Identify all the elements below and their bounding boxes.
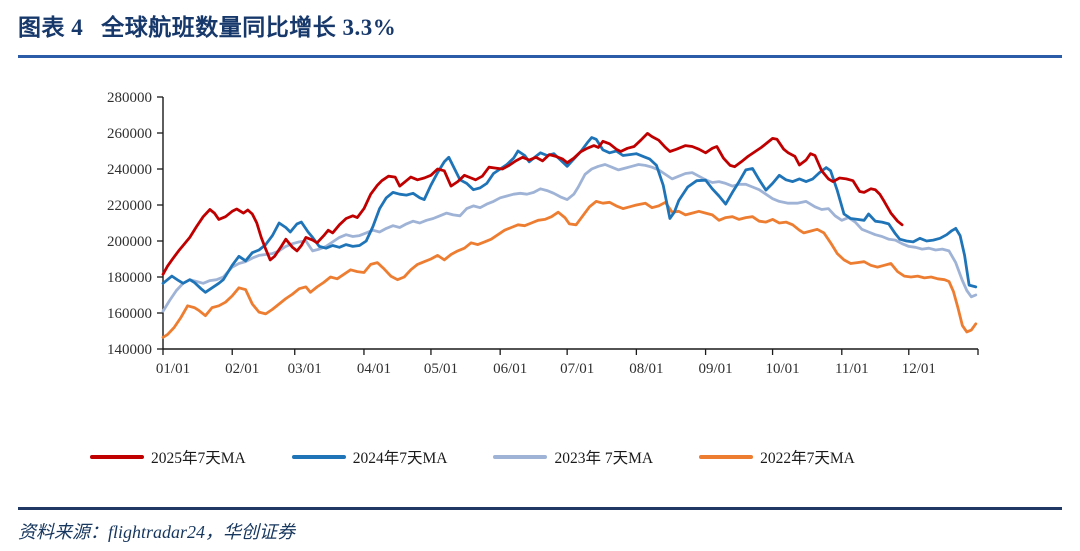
legend-item-2023: 2023年 7天MA xyxy=(493,446,653,468)
y-axis-tick-label: 240000 xyxy=(107,162,152,178)
series-line-2024 xyxy=(161,136,978,294)
x-axis-tick-label: 02/01 xyxy=(225,361,259,377)
legend-label-2024: 2024年7天MA xyxy=(352,450,448,467)
line-chart: 280000 260000 240000 220000 200000 180000 1600… xyxy=(107,90,979,377)
x-axis-tick-label: 01/01 xyxy=(156,361,190,377)
figure-number-label: 图表 4 xyxy=(18,15,84,40)
y-axis-tick-label: 220000 xyxy=(107,198,152,214)
x-axis-tick-label: 03/01 xyxy=(288,361,322,377)
x-axis-tick-label: 11/01 xyxy=(835,361,869,377)
x-axis-tick-label: 10/01 xyxy=(765,361,799,377)
footer-divider xyxy=(18,507,1062,510)
legend-item-2024: 2024年7天MA xyxy=(291,446,448,468)
x-axis-tick-label: 04/01 xyxy=(357,361,391,377)
y-axis-tick-label: 160000 xyxy=(107,306,152,322)
legend-swatch-2023 xyxy=(493,454,548,460)
y-axis-tick-label: 280000 xyxy=(107,90,152,106)
x-axis-tick-label: 12/01 xyxy=(902,361,936,377)
x-axis-tick-label: 07/01 xyxy=(560,361,594,377)
legend-label-2025: 2025年7天MA xyxy=(151,450,246,467)
legend-item-2022: 2022年7天MA xyxy=(699,446,855,468)
y-axis-tick-label: 180000 xyxy=(107,270,152,286)
legend-swatch-2024 xyxy=(291,454,346,460)
series-line-2023 xyxy=(161,163,978,313)
legend-item-2025: 2025年7天MA xyxy=(90,446,246,468)
title-divider xyxy=(18,55,1062,58)
y-axis-tick-label: 260000 xyxy=(107,126,152,142)
y-axis-tick-label: 200000 xyxy=(107,234,152,250)
series-line-2025 xyxy=(161,132,904,276)
legend-swatch-2025 xyxy=(90,454,144,460)
legend-label-2022: 2022年7天MA xyxy=(760,450,855,467)
figure-title: 图表 4 全球航班数量同比增长 3.3% xyxy=(18,8,396,42)
legend-label-2023: 2023年 7天MA xyxy=(554,450,654,467)
series-line-2022 xyxy=(161,200,978,339)
x-axis-tick-label: 08/01 xyxy=(629,361,663,377)
legend-swatch-2022 xyxy=(699,454,754,460)
chart-legend: 2025年7天MA 2024年7天MA 2023年 7天MA 2022年7天MA xyxy=(90,446,855,468)
source-note: 资料来源：flightradar24，华创证券 xyxy=(18,522,296,542)
y-axis-tick-label: 140000 xyxy=(107,342,152,358)
x-axis-tick-label: 09/01 xyxy=(699,361,733,377)
x-axis-tick-label: 05/01 xyxy=(424,361,458,377)
x-axis-tick-label: 06/01 xyxy=(493,361,527,377)
figure-title-text: 全球航班数量同比增长 3.3% xyxy=(101,15,397,40)
